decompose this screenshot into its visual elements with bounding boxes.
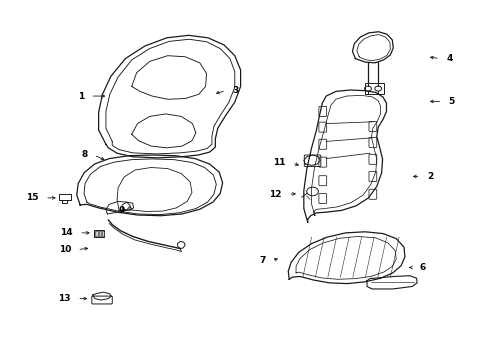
Text: 2: 2	[426, 172, 432, 181]
Text: 4: 4	[446, 54, 452, 63]
Text: 1: 1	[78, 91, 84, 100]
Text: 13: 13	[58, 294, 71, 303]
Text: 12: 12	[269, 190, 282, 199]
Text: 11: 11	[273, 158, 285, 167]
Text: 15: 15	[26, 193, 39, 202]
FancyBboxPatch shape	[95, 231, 98, 237]
Text: 7: 7	[259, 256, 265, 265]
Text: 8: 8	[81, 150, 87, 159]
Text: 9: 9	[118, 206, 124, 215]
FancyBboxPatch shape	[99, 231, 101, 237]
FancyBboxPatch shape	[102, 231, 104, 237]
Text: 10: 10	[59, 245, 71, 254]
Text: 5: 5	[448, 97, 454, 106]
Text: 14: 14	[60, 228, 73, 237]
Text: 6: 6	[419, 263, 425, 272]
Text: 3: 3	[232, 86, 238, 95]
